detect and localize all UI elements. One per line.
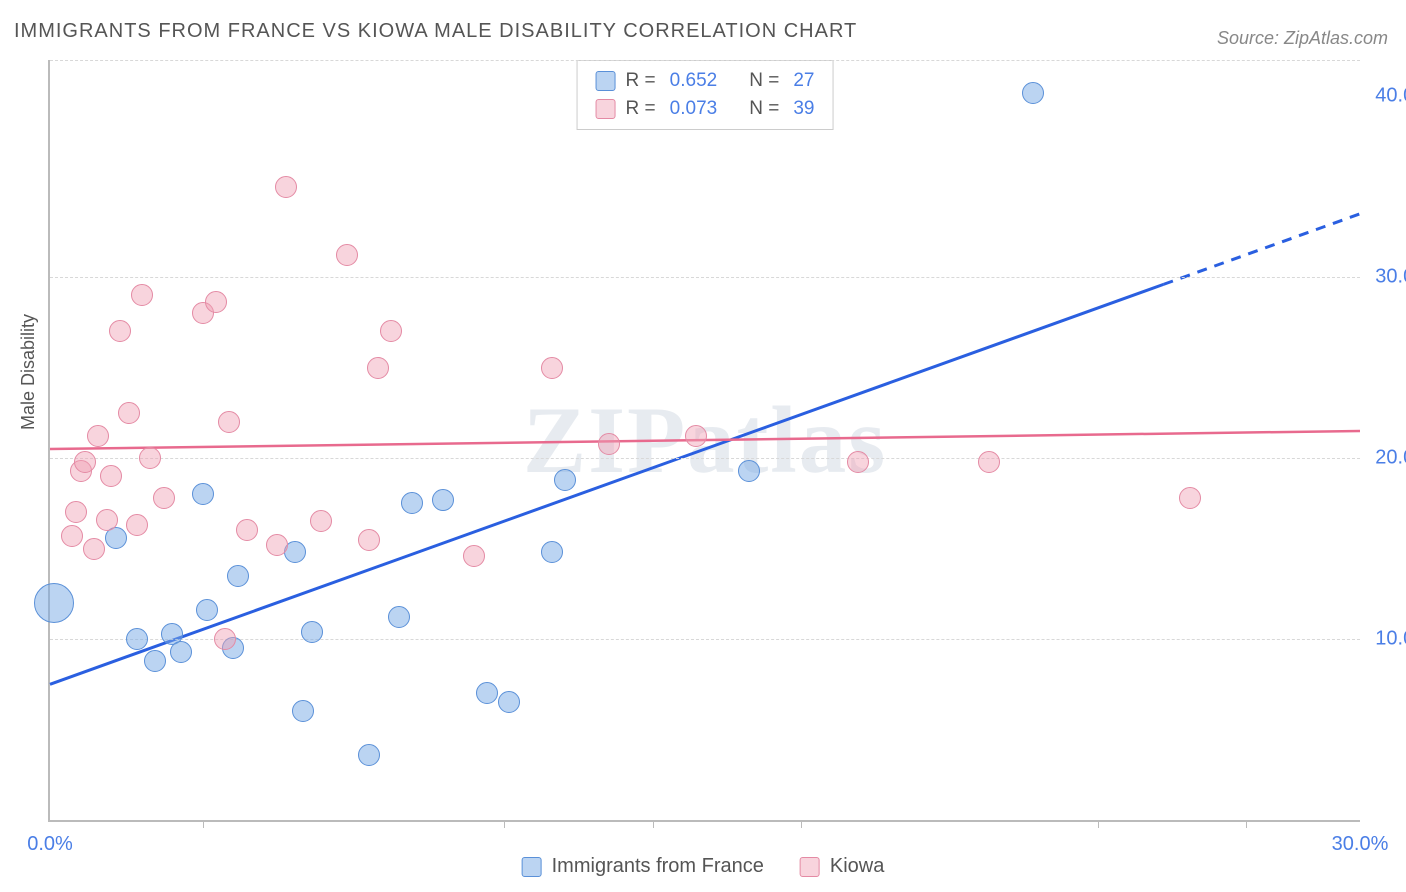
n-label: N =	[749, 70, 779, 92]
data-point	[301, 621, 323, 643]
r-value: 0.652	[670, 70, 718, 92]
data-point	[34, 583, 74, 623]
data-point	[214, 628, 236, 650]
series-legend: Immigrants from France Kiowa	[522, 855, 885, 878]
swatch-blue-icon	[522, 857, 542, 877]
data-point	[65, 501, 87, 523]
y-tick-label: 40.0%	[1375, 85, 1406, 108]
data-point	[192, 483, 214, 505]
data-point	[96, 509, 118, 531]
data-point	[126, 628, 148, 650]
data-point	[196, 599, 218, 621]
plot-area: ZIPatlas R = 0.652 N = 27 R = 0.073 N = …	[48, 60, 1360, 822]
data-point	[388, 606, 410, 628]
gridline	[50, 458, 1360, 459]
data-point	[738, 460, 760, 482]
data-point	[87, 425, 109, 447]
data-point	[218, 411, 240, 433]
data-point	[144, 650, 166, 672]
data-point	[61, 525, 83, 547]
gridline	[50, 60, 1360, 61]
swatch-blue-icon	[596, 71, 616, 91]
data-point	[380, 320, 402, 342]
legend-item: Immigrants from France	[522, 855, 764, 878]
r-value: 0.073	[670, 98, 718, 120]
legend-row: R = 0.073 N = 39	[596, 95, 815, 123]
data-point	[266, 534, 288, 556]
data-point	[275, 176, 297, 198]
gridline	[50, 277, 1360, 278]
data-point	[205, 291, 227, 313]
data-point	[153, 487, 175, 509]
trend-line	[50, 284, 1164, 684]
data-point	[1179, 487, 1201, 509]
x-tick-mark	[1098, 820, 1099, 828]
y-tick-label: 10.0%	[1375, 628, 1406, 651]
x-tick-mark	[504, 820, 505, 828]
data-point	[978, 451, 1000, 473]
r-label: R =	[626, 98, 656, 120]
n-label: N =	[749, 98, 779, 120]
data-point	[463, 545, 485, 567]
x-tick-mark	[801, 820, 802, 828]
data-point	[432, 489, 454, 511]
data-point	[1022, 82, 1044, 104]
data-point	[292, 700, 314, 722]
data-point	[476, 682, 498, 704]
data-point	[236, 519, 258, 541]
trend-line-extrapolated	[1164, 214, 1361, 285]
x-tick-label: 30.0%	[1332, 833, 1389, 856]
data-point	[401, 492, 423, 514]
data-point	[131, 284, 153, 306]
data-point	[109, 320, 131, 342]
x-tick-label: 0.0%	[27, 833, 73, 856]
swatch-pink-icon	[800, 857, 820, 877]
data-point	[100, 465, 122, 487]
y-tick-label: 20.0%	[1375, 447, 1406, 470]
source-attribution: Source: ZipAtlas.com	[1217, 28, 1388, 49]
data-point	[227, 565, 249, 587]
swatch-pink-icon	[596, 99, 616, 119]
legend-label: Immigrants from France	[552, 855, 764, 878]
data-point	[498, 691, 520, 713]
data-point	[358, 744, 380, 766]
data-point	[598, 433, 620, 455]
data-point	[310, 510, 332, 532]
data-point	[170, 641, 192, 663]
gridline	[50, 639, 1360, 640]
data-point	[541, 357, 563, 379]
data-point	[358, 529, 380, 551]
legend-label: Kiowa	[830, 855, 884, 878]
r-label: R =	[626, 70, 656, 92]
x-tick-mark	[203, 820, 204, 828]
chart-title: IMMIGRANTS FROM FRANCE VS KIOWA MALE DIS…	[14, 20, 857, 43]
correlation-legend: R = 0.652 N = 27 R = 0.073 N = 39	[577, 60, 834, 130]
y-tick-label: 30.0%	[1375, 266, 1406, 289]
data-point	[74, 451, 96, 473]
y-axis-label: Male Disability	[18, 314, 39, 430]
n-value: 39	[793, 98, 814, 120]
chart-container: IMMIGRANTS FROM FRANCE VS KIOWA MALE DIS…	[0, 0, 1406, 892]
legend-row: R = 0.652 N = 27	[596, 67, 815, 95]
x-tick-mark	[653, 820, 654, 828]
data-point	[126, 514, 148, 536]
x-tick-mark	[1246, 820, 1247, 828]
data-point	[367, 357, 389, 379]
data-point	[685, 425, 707, 447]
data-point	[118, 402, 140, 424]
data-point	[554, 469, 576, 491]
data-point	[336, 244, 358, 266]
data-point	[847, 451, 869, 473]
n-value: 27	[793, 70, 814, 92]
data-point	[541, 541, 563, 563]
data-point	[139, 447, 161, 469]
legend-item: Kiowa	[800, 855, 884, 878]
data-point	[83, 538, 105, 560]
